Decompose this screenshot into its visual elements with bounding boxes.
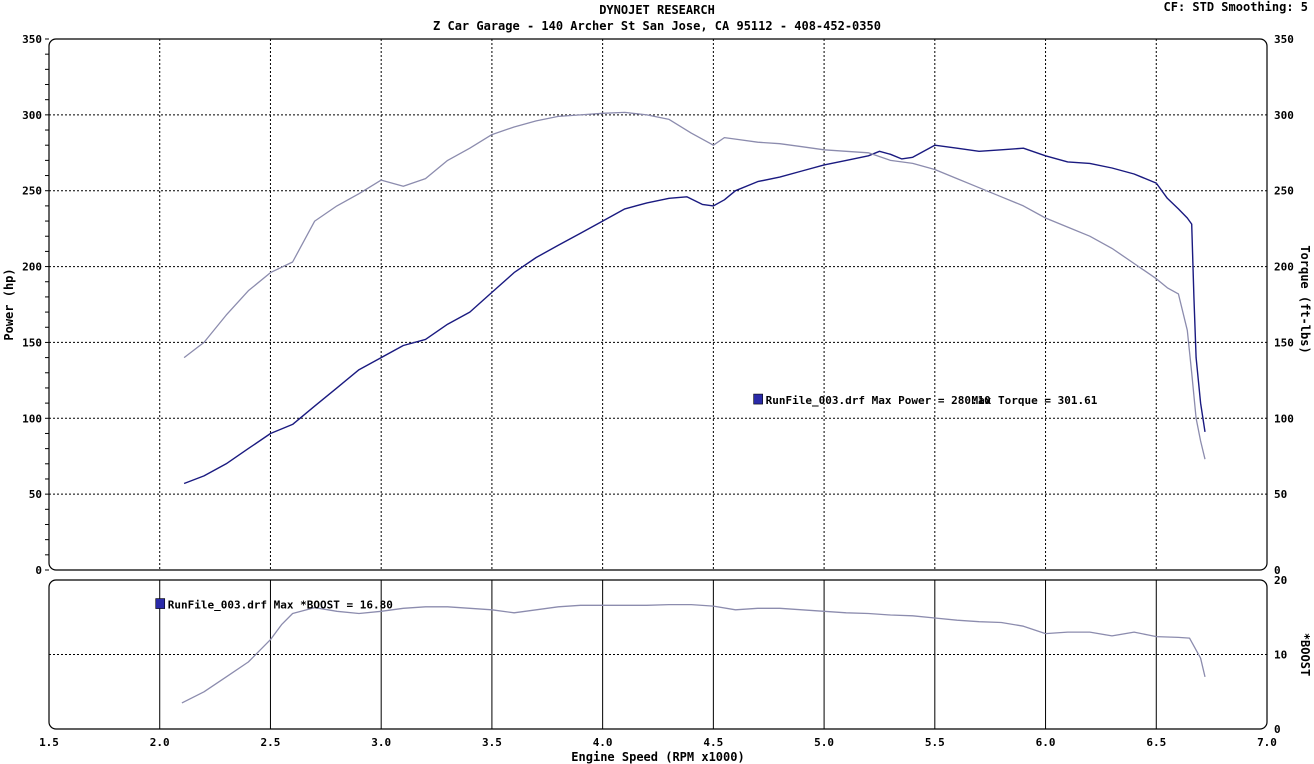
series-power-line — [183, 144, 1206, 485]
y-tick-label-right: 300 — [1274, 109, 1294, 122]
y-tick-label-left: 50 — [29, 488, 42, 501]
y-tick-label-right: 0 — [1274, 723, 1281, 736]
y-tick-label-right: 0 — [1274, 564, 1281, 577]
correction-smoothing-label: CF: STD Smoothing: 5 — [1163, 0, 1309, 14]
x-tick-label: 1.5 — [39, 736, 59, 749]
legend-power-text: RunFile_003.drf Max Power = 280.10 — [766, 394, 991, 407]
chart-title: DYNOJET RESEARCH — [599, 3, 715, 17]
y-axis-label-left: Power (hp) — [2, 268, 16, 340]
x-tick-label: 2.5 — [261, 736, 281, 749]
power-torque-panel: 0 0 50 50 100 100 150 150 200 200 250 250 300 300 350 3… — [22, 33, 1294, 577]
y-tick-label-left: 200 — [22, 261, 42, 274]
legend-marker — [753, 393, 763, 405]
x-tick-label: 6.0 — [1036, 736, 1056, 749]
y-tick-label-right: 150 — [1274, 336, 1294, 349]
y-tick-label-right: 50 — [1274, 488, 1287, 501]
y-tick-label-left: 250 — [22, 185, 42, 198]
legend-boost-text: RunFile_003.drf Max *BOOST = 16.80 — [168, 599, 393, 612]
y-tick-label-left: 350 — [22, 33, 42, 46]
y-tick-label-right: 250 — [1274, 185, 1294, 198]
y-axis-label-boost: *BOOST — [1298, 633, 1312, 676]
x-tick-label: 4.0 — [593, 736, 613, 749]
y-tick-label-right: 20 — [1274, 574, 1287, 587]
legend-marker — [155, 598, 166, 609]
y-tick-label-left: 100 — [22, 412, 42, 425]
x-tick-label: 4.5 — [703, 736, 723, 749]
series-boost-line — [181, 603, 1206, 704]
x-tick-label: 3.0 — [371, 736, 391, 749]
y-axis-label-right: Torque (ft-lbs) — [1298, 245, 1312, 353]
x-tick-label: 2.0 — [150, 736, 170, 749]
series-torque-line — [183, 111, 1206, 460]
x-tick-label: 6.5 — [1146, 736, 1166, 749]
x-tick-label: 7.0 — [1257, 736, 1277, 749]
x-tick-label: 5.0 — [814, 736, 834, 749]
y-tick-label-right: 350 — [1274, 33, 1294, 46]
shop-info: Z Car Garage - 140 Archer St San Jose, C… — [433, 19, 881, 33]
y-tick-label-right: 100 — [1274, 412, 1294, 425]
x-axis-label: Engine Speed (RPM x1000) — [571, 750, 744, 764]
boost-panel: 0 10 20 RunFile_003.drf Max *BOOST = 16.80 — [48, 574, 1287, 736]
y-tick-label-left: 300 — [22, 109, 42, 122]
y-tick-label-left: 0 — [35, 564, 42, 577]
y-tick-label-right: 10 — [1274, 649, 1287, 662]
y-tick-label-right: 200 — [1274, 261, 1294, 274]
x-tick-label: 5.5 — [925, 736, 945, 749]
x-tick-label: 3.5 — [482, 736, 502, 749]
y-tick-label-left: 150 — [22, 336, 42, 349]
axis-labels: 1.5 2.0 2.5 3.0 3.5 4.0 4.5 5.0 5.5 6.0 6.5 7.0 Engi… — [2, 245, 1312, 764]
plot-frame — [48, 38, 1268, 571]
legend-torque-text: Max Torque = 301.61 — [972, 394, 1098, 407]
